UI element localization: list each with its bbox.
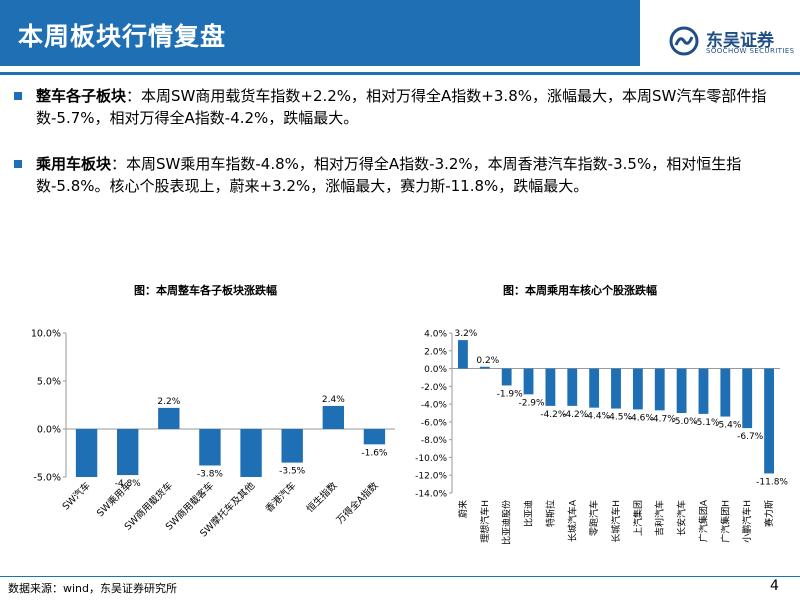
bar (589, 368, 600, 408)
data-label: -4.2% (540, 410, 567, 420)
data-label: 2.2% (157, 397, 180, 407)
bar (764, 368, 774, 474)
bar (545, 368, 556, 406)
page-number: 4 (770, 578, 779, 594)
bar (676, 368, 687, 413)
category-label: 小鹏汽车H (741, 500, 753, 543)
y-tick-label: 0.0% (37, 425, 61, 436)
bar (720, 368, 731, 417)
chart-title-stocks: 图：本周乘用车核心个股涨跌幅 (503, 284, 657, 297)
data-label: -4.6% (628, 413, 655, 423)
bar (742, 368, 753, 429)
logo-text-en: SOOCHOW SECURITIES (706, 47, 795, 55)
data-label: -6.7% (737, 432, 764, 442)
y-tick-label: 0.0% (424, 365, 447, 375)
y-tick-label: -8.0% (421, 436, 448, 446)
bar (523, 368, 534, 395)
bullet-item: 乘用车板块：本周SW乘用车指数-4.8%，相对万得全A指数-3.2%，本周香港汽… (14, 153, 794, 197)
category-label: 蔚来 (457, 500, 469, 518)
y-tick-label: 10.0% (31, 329, 61, 340)
data-label: 2.4% (322, 395, 345, 405)
data-label: -5.1% (693, 418, 720, 428)
data-label: -1.6% (361, 448, 388, 458)
bar (501, 368, 512, 386)
bullet-square-icon (14, 92, 22, 100)
category-label: 零跑汽车 (588, 500, 600, 536)
bar (611, 368, 621, 409)
footer-divider (0, 576, 800, 577)
data-label: -5.4% (715, 421, 742, 431)
bullet-text: ：本周SW商用载货车指数+2.2%，相对万得全A指数+3.8%，涨幅最大，本周S… (36, 87, 767, 127)
y-tick-label: 4.0% (424, 330, 447, 340)
bullet-lead: 乘用车板块 (36, 155, 112, 173)
bar (199, 429, 221, 466)
category-label: 吉利汽车 (654, 500, 666, 536)
data-label: 3.2% (454, 329, 477, 339)
category-label: 赛力斯 (763, 500, 775, 527)
sector-bar-chart: 10.0%5.0%0.0%-5.0%SW汽车 -4.8%SW乘用车2.2%SW商用… (31, 329, 395, 539)
stock-bar-chart: 4.0% 2.0% 0.0% -2.0% -4.0% -6.0% -8.0% -10.0% -1… (415, 329, 788, 545)
y-tick-label: -12.0% (415, 472, 447, 482)
category-label: 香港汽车 (263, 480, 298, 515)
y-tick-label: 2.0% (424, 347, 447, 357)
data-label: -11.8% (756, 477, 788, 487)
data-label: -5.0% (672, 417, 699, 427)
category-label: 广汽集团A (697, 499, 709, 542)
y-tick-label: -2.0% (421, 383, 448, 393)
bullet-text: ：本周SW乘用车指数-4.8%，相对万得全A指数-3.2%，本周香港汽车指数-3… (36, 155, 742, 195)
title-bar: 本周板块行情复盘 (0, 0, 640, 66)
y-tick-label: -5.0% (33, 473, 61, 484)
y-tick-label: 5.0% (37, 377, 61, 388)
header-divider (0, 72, 800, 75)
data-label: -4.8% (115, 479, 142, 489)
bullet-item: 整车各子板块：本周SW商用载货车指数+2.2%，相对万得全A指数+3.8%，涨幅… (14, 85, 794, 129)
category-label: 理想汽车H (479, 500, 491, 543)
logo-mark-icon (669, 26, 699, 56)
data-label: -1.9% (497, 389, 524, 399)
data-label: -4.2% (562, 410, 589, 420)
logo-text-cn: 东吴证券 (706, 31, 774, 51)
category-label: 万得全A指数 (334, 479, 381, 526)
data-label: -4.5% (606, 413, 633, 423)
bar (363, 429, 386, 445)
bullet-square-icon (14, 160, 22, 168)
bar (632, 368, 643, 410)
bar (281, 429, 303, 463)
y-tick-label: -10.0% (415, 454, 447, 464)
page-title: 本周板块行情复盘 (18, 22, 227, 51)
data-label: -4.7% (650, 414, 677, 424)
bar (458, 340, 468, 369)
bar (654, 368, 665, 411)
category-label: 长城汽车A (566, 499, 578, 542)
data-label: -4.4% (584, 412, 611, 422)
category-label: 比亚迪股份 (501, 500, 513, 545)
category-label: SW汽车 (60, 480, 93, 513)
y-tick-label: -14.0% (415, 490, 447, 500)
bar (158, 407, 180, 429)
category-label: 广汽集团H (719, 500, 731, 543)
y-tick-label: -6.0% (421, 418, 448, 428)
category-label: 长安汽车 (676, 500, 688, 536)
bullet-lead: 整车各子板块 (36, 87, 127, 105)
bar (116, 429, 139, 476)
chart-title-sectors: 图：本周整车各子板块涨跌幅 (134, 284, 277, 297)
bar (240, 429, 262, 477)
category-label: 上汽集团 (632, 500, 644, 536)
category-label: 恒生指数 (304, 479, 340, 515)
data-label: 0.2% (476, 356, 499, 366)
bar (479, 366, 490, 369)
category-label: 特斯拉 (544, 500, 556, 527)
bar (322, 405, 345, 429)
data-label: -3.5% (279, 467, 306, 477)
bar (698, 368, 709, 414)
category-label: 长城汽车H (610, 500, 622, 543)
y-tick-label: -4.0% (421, 401, 448, 411)
bar (567, 368, 578, 406)
category-label: 比亚迪 (523, 500, 535, 527)
bar (75, 429, 98, 477)
data-label: -2.9% (518, 398, 545, 408)
data-source: 数据来源：wind，东吴证券研究所 (8, 582, 178, 595)
data-label: -3.8% (197, 469, 224, 479)
